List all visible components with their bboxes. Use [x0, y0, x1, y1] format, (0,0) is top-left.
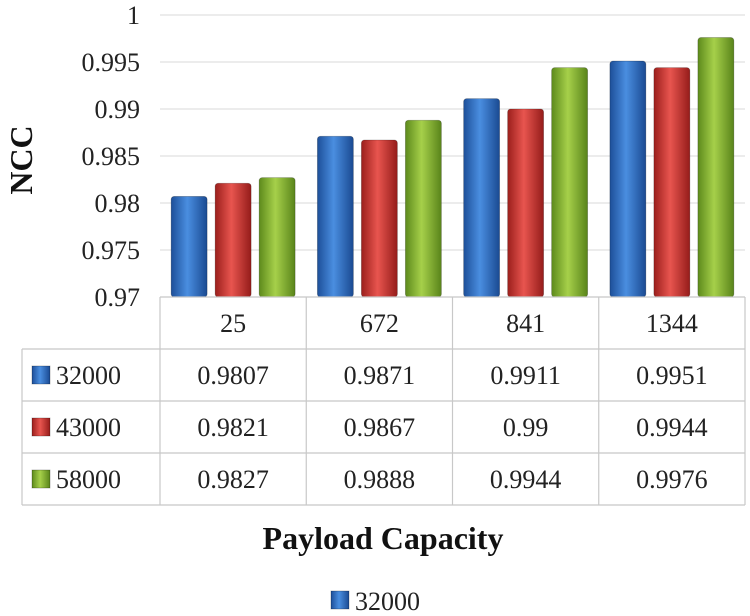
y-axis-title: NCC — [3, 125, 39, 194]
bar-43000-1344 — [653, 67, 691, 298]
bar-32000-672 — [316, 135, 354, 298]
series-key-58000 — [31, 469, 51, 489]
data-label: 0.99 — [503, 413, 549, 442]
data-label: 0.9827 — [197, 465, 269, 494]
bar-58000-672 — [404, 119, 442, 298]
data-label: 0.9821 — [197, 413, 269, 442]
x-tick-label: 841 — [506, 309, 545, 338]
x-axis-title: Payload Capacity — [263, 520, 504, 556]
legend: 32000 — [330, 587, 420, 616]
data-label: 0.9911 — [490, 361, 561, 390]
series-label: 43000 — [56, 413, 121, 442]
legend-entry: 32000 — [355, 587, 420, 616]
y-tick-label: 0.97 — [95, 283, 141, 312]
data-label: 0.9944 — [636, 413, 708, 442]
bar-43000-841 — [507, 108, 545, 298]
x-tick-label: 1344 — [646, 309, 698, 338]
legend-swatch — [330, 590, 350, 610]
data-label: 0.9944 — [490, 465, 562, 494]
series-label: 58000 — [56, 465, 121, 494]
bar-32000-25 — [170, 196, 208, 298]
bar-43000-672 — [360, 139, 398, 298]
data-label: 0.9888 — [344, 465, 416, 494]
bar-58000-1344 — [697, 37, 735, 298]
y-tick-label: 0.975 — [82, 236, 141, 265]
data-label: 0.9976 — [636, 465, 708, 494]
bar-32000-1344 — [609, 60, 647, 298]
data-label: 0.9951 — [636, 361, 708, 390]
y-tick-label: 1 — [127, 1, 140, 30]
y-tick-label: 0.99 — [95, 95, 141, 124]
series-key-32000 — [31, 365, 51, 385]
bar-43000-25 — [214, 182, 252, 298]
y-axis-ticks: 0.97 0.975 0.98 0.985 0.99 0.995 1 — [82, 1, 141, 312]
data-label: 0.9867 — [344, 413, 416, 442]
bar-58000-841 — [551, 67, 589, 298]
data-label: 0.9871 — [344, 361, 416, 390]
bars — [170, 37, 735, 298]
y-tick-label: 0.98 — [95, 189, 141, 218]
x-tick-label: 25 — [220, 309, 246, 338]
series-key-43000 — [31, 417, 51, 437]
grid-lines — [160, 14, 745, 298]
bar-58000-25 — [258, 177, 296, 298]
y-tick-label: 0.985 — [82, 142, 141, 171]
data-label: 0.9807 — [197, 361, 269, 390]
series-label: 32000 — [56, 361, 121, 390]
bar-32000-841 — [463, 98, 501, 298]
x-tick-label: 672 — [360, 309, 399, 338]
y-tick-label: 0.995 — [82, 48, 141, 77]
